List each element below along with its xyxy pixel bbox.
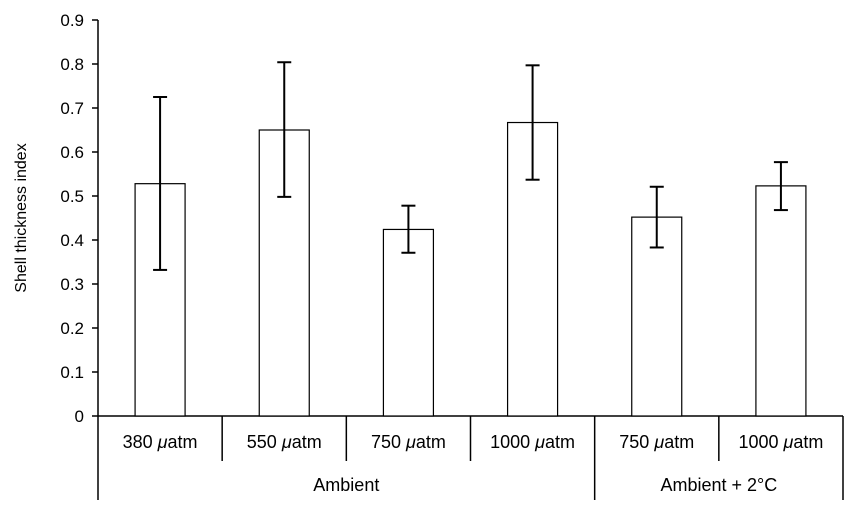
- y-tick-label: 0.4: [60, 231, 84, 250]
- x-tick-label: 550 μatm: [247, 432, 322, 452]
- y-tick-label: 0.1: [60, 363, 84, 382]
- plot-area: 0 0.1 0.2 0.3 0.4 0.5 0.6 0.7 0.8 0.9 380 μatm 550 …: [60, 11, 844, 500]
- y-tick-label: 0.6: [60, 143, 84, 162]
- y-axis-label: Shell thickness index: [13, 143, 30, 292]
- y-tick-label: 0: [75, 407, 84, 426]
- y-tick-label: 0.7: [60, 99, 84, 118]
- group-label: Ambient: [313, 475, 379, 495]
- y-tick-label: 0.3: [60, 275, 84, 294]
- bar: [631, 216, 683, 417]
- bar: [382, 228, 435, 417]
- bar: [755, 185, 807, 417]
- y-tick-label: 0.9: [60, 11, 84, 30]
- x-tick-label: 1000 μatm: [738, 432, 823, 452]
- x-tick-label: 750 μatm: [619, 432, 694, 452]
- group-label: Ambient + 2°C: [660, 475, 777, 495]
- y-tick-label: 0.2: [60, 319, 84, 338]
- x-tick-label: 1000 μatm: [490, 432, 575, 452]
- y-tick-label: 0.8: [60, 55, 84, 74]
- y-tick-label: 0.5: [60, 187, 84, 206]
- x-tick-label: 380 μatm: [123, 432, 198, 452]
- x-tick-label: 750 μatm: [371, 432, 446, 452]
